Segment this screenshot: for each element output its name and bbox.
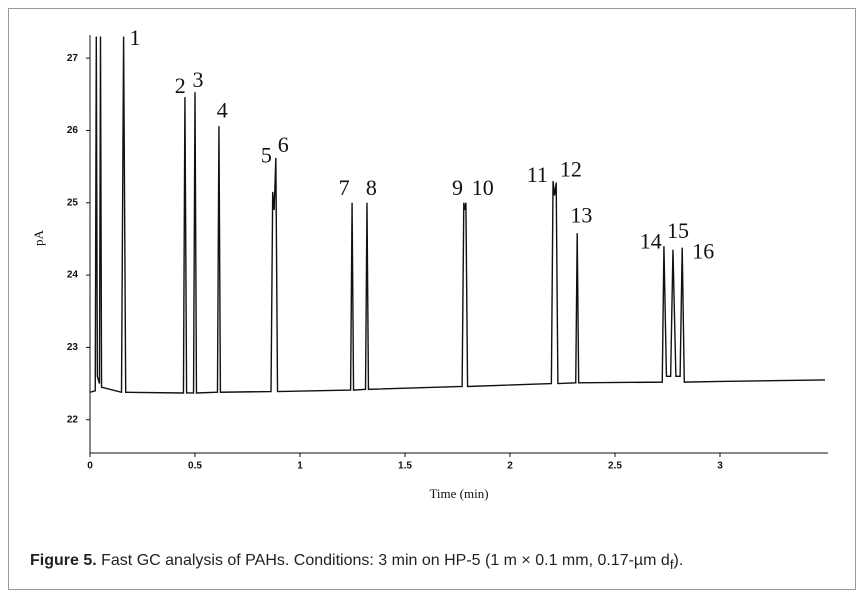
x-tick-label: 1.5: [398, 461, 412, 472]
figure-border: [8, 8, 856, 590]
peak-label: 16: [692, 238, 714, 263]
y-tick-label: 23: [67, 342, 79, 353]
x-tick-label: 2.5: [608, 461, 622, 472]
caption-subscript: f: [669, 557, 674, 573]
peak-label: 13: [570, 202, 592, 227]
peak-label: 8: [366, 175, 377, 200]
x-tick-label: 0.5: [188, 461, 202, 472]
peak-label: 7: [339, 175, 350, 200]
x-tick-label: 1: [297, 461, 303, 472]
y-tick-label: 27: [67, 53, 79, 64]
x-tick-label: 3: [717, 461, 723, 472]
peak-label: 1: [129, 25, 140, 50]
caption-label: Figure 5.: [30, 552, 97, 569]
x-tick-label: 0: [87, 461, 93, 472]
y-axis-label: pA: [31, 229, 46, 246]
y-tick-label: 26: [67, 125, 79, 136]
caption-text: Fast GC analysis of PAHs. Conditions: 3 …: [96, 552, 670, 569]
x-axis-label: Time (min): [429, 486, 488, 501]
caption: Figure 5. Fast GC analysis of PAHs. Cond…: [30, 552, 683, 572]
peak-label: 9: [452, 175, 463, 200]
caption-end: ).: [673, 552, 684, 569]
y-tick-label: 22: [67, 414, 79, 425]
peak-label: 12: [560, 157, 582, 182]
x-tick-label: 2: [507, 461, 513, 472]
peak-label: 10: [472, 175, 494, 200]
y-tick-label: 24: [67, 270, 79, 281]
peak-label: 3: [192, 67, 203, 92]
peak-label: 6: [278, 132, 289, 157]
peak-label: 15: [667, 218, 689, 243]
y-tick-label: 25: [67, 197, 79, 208]
trace: [89, 36, 826, 394]
peak-label: 5: [261, 142, 272, 167]
peak-label: 2: [175, 73, 186, 98]
peak-label: 4: [217, 97, 228, 122]
peak-label: 14: [640, 228, 662, 253]
peak-label: 11: [527, 162, 548, 187]
